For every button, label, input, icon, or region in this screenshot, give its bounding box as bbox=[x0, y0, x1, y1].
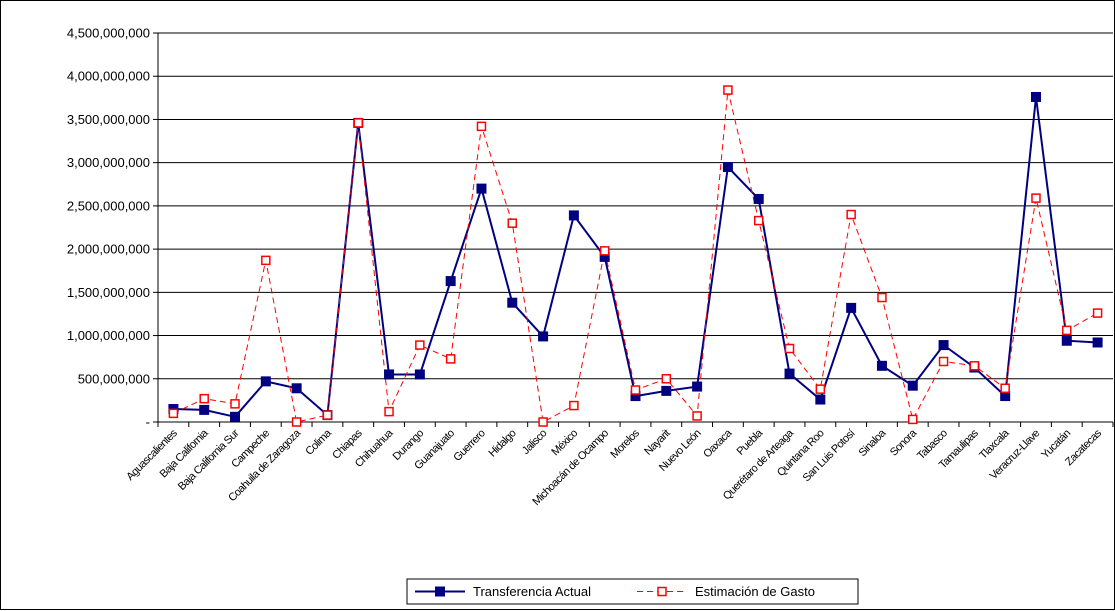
series-2-point bbox=[415, 340, 425, 350]
series-2-point bbox=[322, 410, 333, 420]
series-1-point bbox=[1030, 91, 1041, 102]
y-tick-label: 1,500,000,000 bbox=[67, 285, 150, 300]
y-axis-tick-labels: - 500,000,000 1,000,000,000 1,500,000,000 2,… bbox=[67, 26, 150, 430]
y-tick-label: 3,000,000,000 bbox=[67, 155, 150, 170]
series-2-point bbox=[753, 215, 764, 226]
series-1-point bbox=[445, 276, 456, 287]
series-2-point bbox=[199, 393, 209, 404]
series-1-point bbox=[784, 368, 795, 379]
x-tick-label: Hidalgo bbox=[486, 427, 518, 459]
series-2-point bbox=[723, 85, 733, 95]
series-1-point bbox=[507, 297, 518, 308]
series-2-point bbox=[353, 118, 363, 128]
series-1-point bbox=[630, 391, 641, 402]
series-2-point bbox=[1062, 325, 1072, 336]
series-1-point bbox=[938, 340, 949, 351]
x-tick-label: Guerrero bbox=[451, 427, 488, 464]
series-2-point bbox=[938, 356, 949, 367]
y-tick-label: 4,500,000,000 bbox=[67, 26, 150, 41]
series-1-point bbox=[661, 385, 672, 396]
x-tick-label: Jalisco bbox=[520, 427, 550, 457]
series-1-point bbox=[476, 183, 487, 194]
legend-label-series-2: Estimación de Gasto bbox=[695, 584, 815, 599]
series-2-point bbox=[630, 385, 641, 395]
series-2-point bbox=[261, 255, 271, 266]
series-1-point bbox=[1000, 391, 1011, 402]
y-tick-label: 3,500,000,000 bbox=[67, 112, 150, 127]
series-line-2 bbox=[173, 89, 1098, 423]
series-1-point bbox=[722, 161, 733, 172]
series-2-point bbox=[445, 354, 456, 364]
gridlines bbox=[158, 32, 1113, 380]
series-1-point bbox=[568, 210, 579, 221]
series-1-point bbox=[692, 381, 703, 392]
series-1-point bbox=[1092, 337, 1103, 348]
x-tick-label: Sinaloa bbox=[857, 427, 890, 460]
legend: Transferencia Actual Estimación de Gasto bbox=[406, 578, 859, 605]
series-2-point bbox=[569, 400, 579, 411]
series-2-point bbox=[384, 406, 394, 417]
series bbox=[168, 85, 1103, 427]
series-2-point bbox=[969, 361, 980, 371]
series-1-point bbox=[538, 331, 549, 342]
series-2-point bbox=[538, 417, 548, 427]
y-tick-label: 1,000,000,000 bbox=[67, 328, 150, 343]
series-1-point bbox=[907, 380, 918, 391]
legend-swatch-marker-series-1 bbox=[435, 586, 445, 597]
series-1-point bbox=[414, 369, 425, 380]
series-2-point bbox=[507, 218, 518, 228]
series-2-point bbox=[877, 292, 887, 303]
legend-swatch-marker-series-2 bbox=[657, 586, 667, 597]
series-1-point bbox=[753, 193, 764, 204]
y-tick-label: 2,500,000,000 bbox=[67, 198, 150, 213]
x-tick-label: Morelos bbox=[608, 427, 642, 461]
series-2-point bbox=[661, 374, 672, 384]
y-tick-label: 2,000,000,000 bbox=[67, 242, 150, 257]
series-2-point bbox=[1031, 193, 1041, 203]
y-tick-label: 4,000,000,000 bbox=[67, 69, 150, 84]
series-1-point bbox=[199, 404, 210, 415]
legend-label-series-1: Transferencia Actual bbox=[473, 584, 591, 599]
series-2-point bbox=[815, 384, 826, 394]
y-tick-label: - bbox=[146, 415, 150, 430]
series-2-point bbox=[846, 209, 856, 220]
series-2-point bbox=[1000, 383, 1010, 394]
series-2-point bbox=[599, 246, 610, 256]
series-2-point bbox=[230, 399, 240, 409]
series-2-point bbox=[476, 121, 487, 132]
series-2-point bbox=[692, 411, 702, 421]
series-1-point bbox=[260, 376, 271, 387]
axes bbox=[153, 32, 1114, 427]
y-tick-label: 500,000,000 bbox=[78, 371, 150, 386]
series-1-point bbox=[291, 383, 302, 394]
legend-box bbox=[406, 578, 859, 605]
series-line-1 bbox=[173, 96, 1098, 418]
series-1-point bbox=[230, 411, 241, 422]
series-2-point bbox=[291, 417, 302, 427]
series-2-point bbox=[908, 414, 918, 425]
series-1-point bbox=[815, 394, 826, 405]
series-1-point bbox=[846, 302, 857, 313]
series-2-point bbox=[784, 343, 795, 354]
series-1-point bbox=[1061, 335, 1072, 346]
series-1-point bbox=[384, 369, 395, 380]
series-1-point bbox=[876, 360, 887, 371]
series-2-point bbox=[1092, 308, 1103, 318]
series-2-point bbox=[168, 408, 179, 419]
series-1-point bbox=[599, 251, 610, 262]
x-tick-label: Oaxaca bbox=[701, 427, 735, 461]
